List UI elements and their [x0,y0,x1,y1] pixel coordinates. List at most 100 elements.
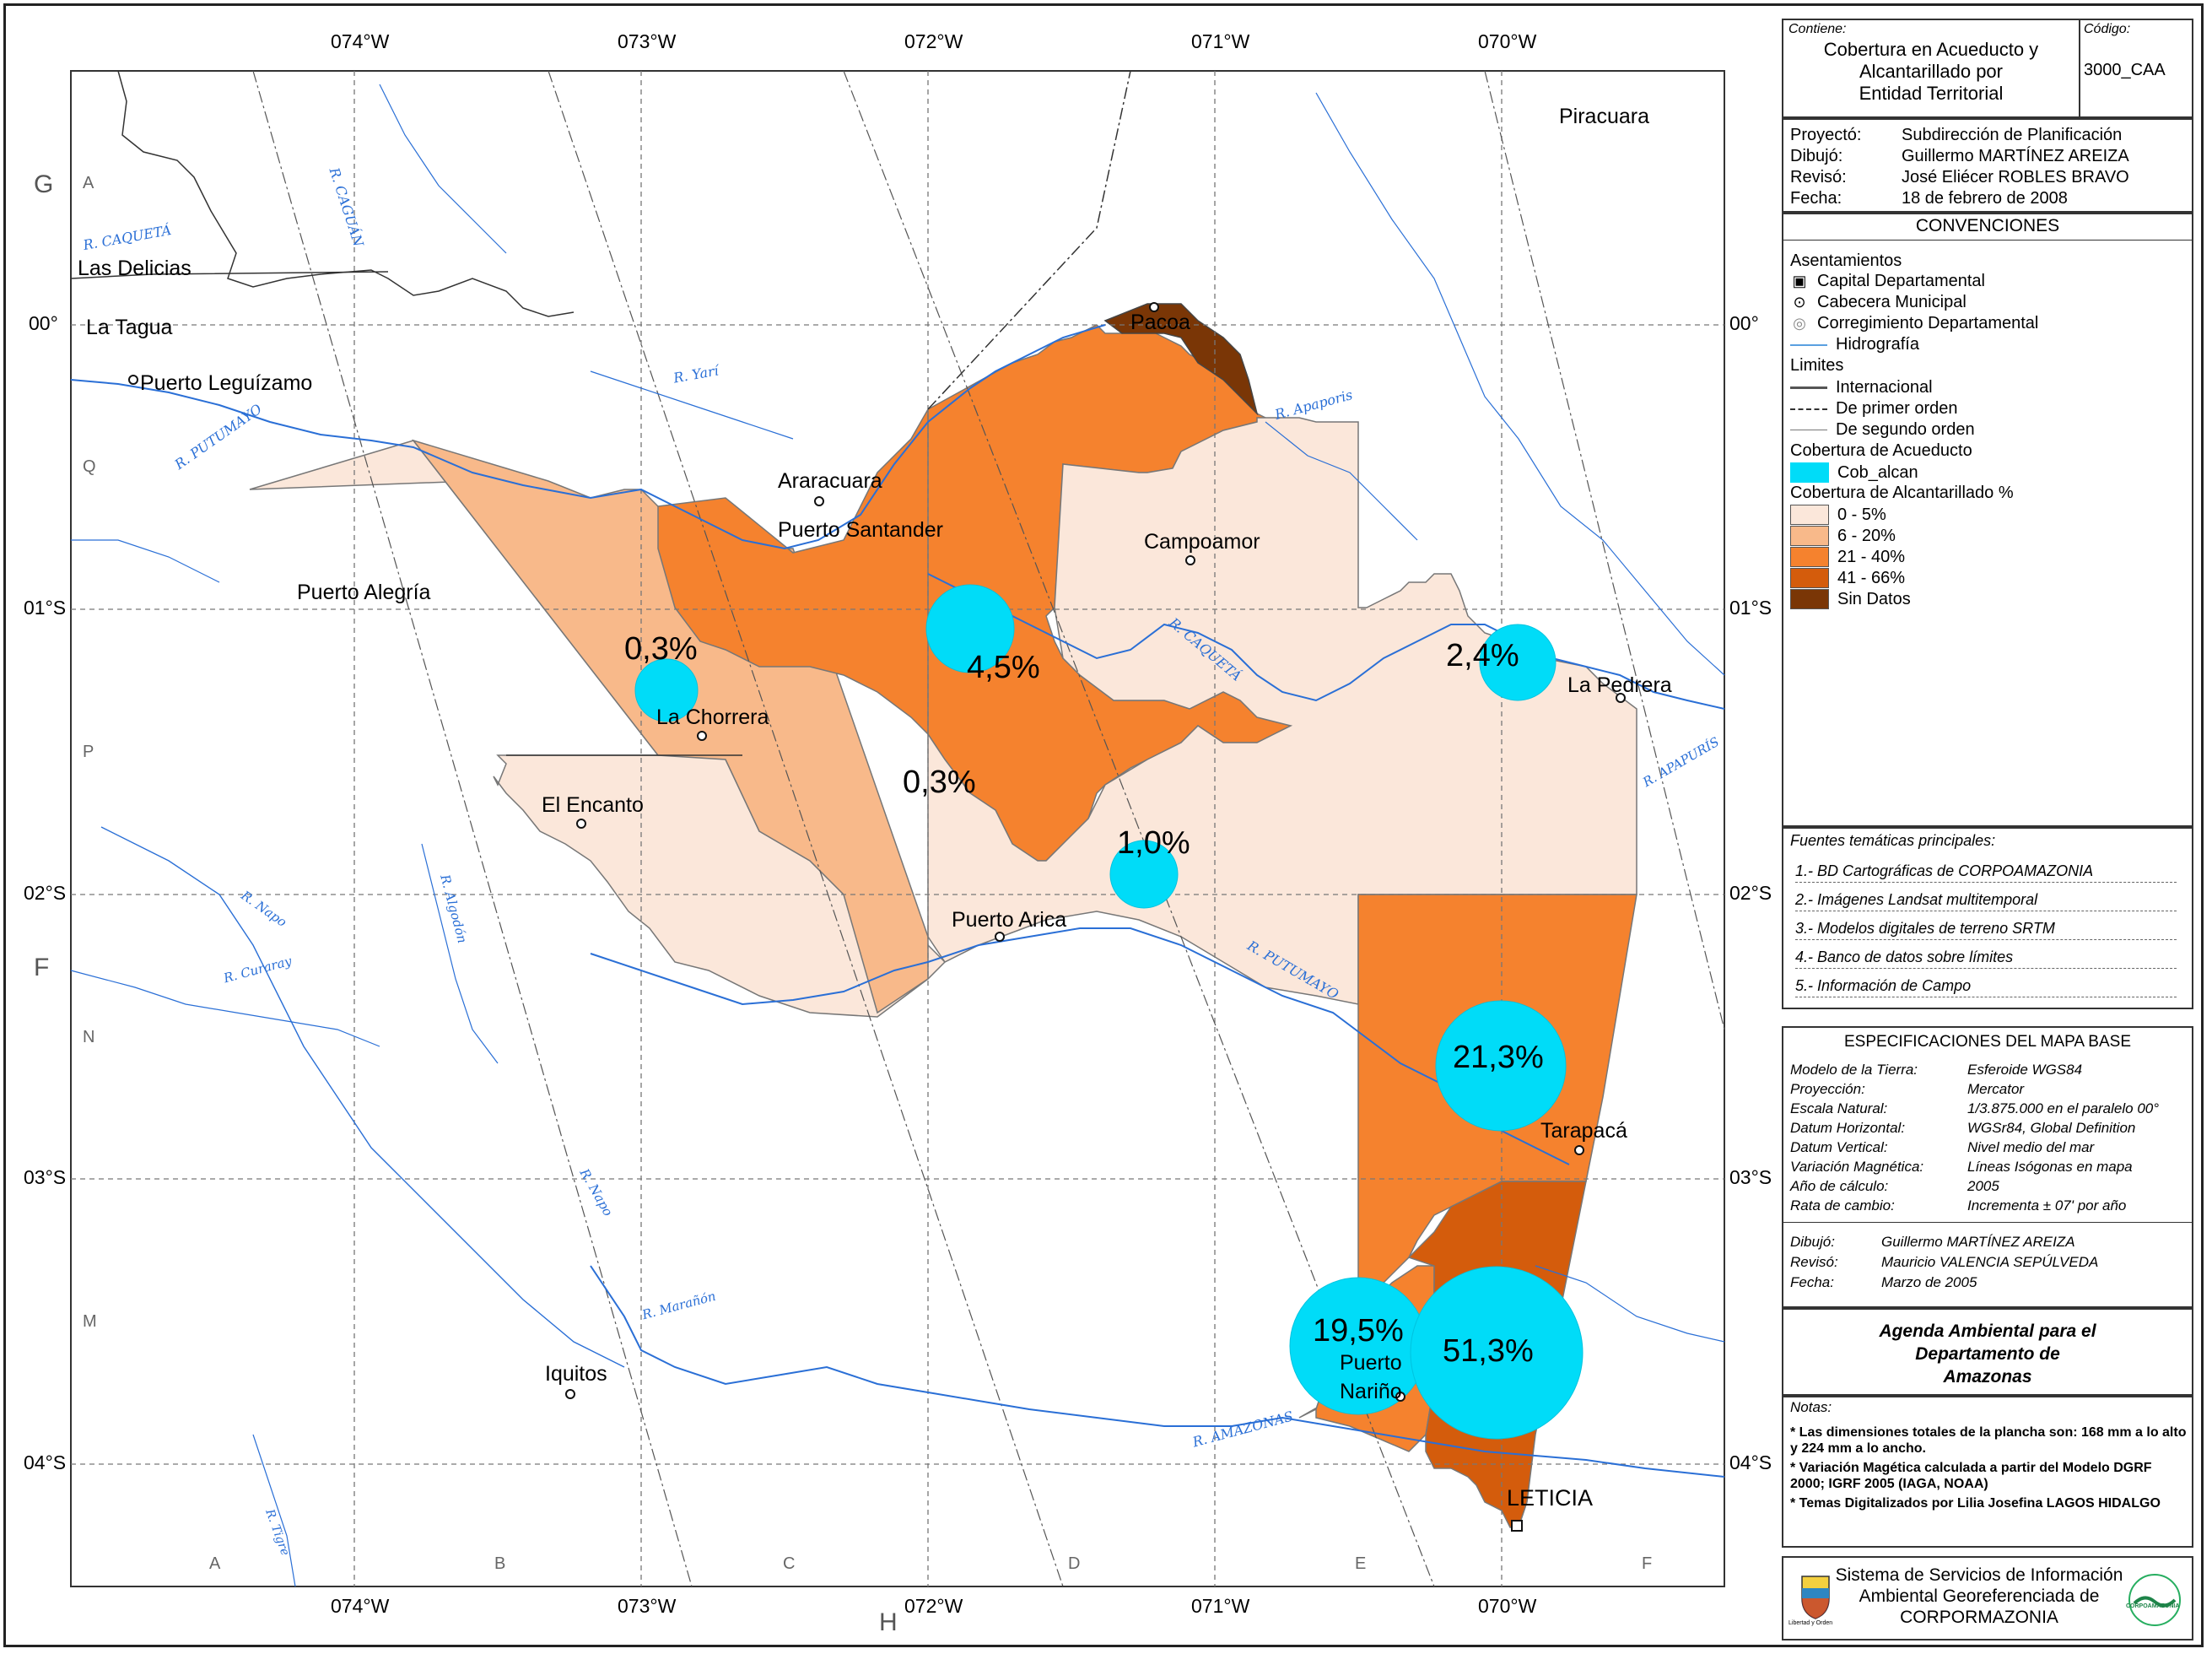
coverage-label: 21,3% [1453,1040,1544,1075]
legend-label: Cob_alcan [1837,462,1918,482]
lon-label-top: 070°W [1478,30,1537,52]
agenda-title: Agenda Ambiental para el Departamento de… [1783,1320,2192,1388]
capital-symbol-icon: ▣ [1792,273,1807,289]
place-label: El Encanto [542,793,644,817]
note-item: * Variación Magética calculada a partir … [1790,1461,2152,1491]
spec-row: Escala Natural: 1/3.875.000 en el paralel… [1790,1100,2159,1117]
legend-acueducto-title: Cobertura de Acueducto [1790,441,1972,461]
lon-label-bottom: 073°W [618,1595,677,1617]
lon-label-bottom: 074°W [331,1595,390,1617]
spec-key: Rata de cambio: [1790,1197,1895,1213]
footer-line: CORPORMAZONIA [1900,1608,2058,1627]
spec-value: Incrementa ± 07' por año [1967,1197,2127,1213]
circle-la-chorrera [634,658,699,722]
spec-row: Datum Vertical: Nivel medio del mar [1790,1139,2094,1156]
place-label: Puerto Nariño [1340,1351,1402,1403]
legend-internacional: Internacional [1790,378,1933,397]
sources-title: Fuentes temáticas principales: [1790,832,1996,849]
swatch [1790,589,1829,609]
spec-row: Modelo de la Tierra: Esferoide WGS84 [1790,1062,2082,1078]
swatch [1790,568,1829,588]
credit-key: Dibujó: [1790,147,1843,165]
credits-values: Subdirección de Planificación Guillermo … [1902,125,2129,209]
spec-credit-row: Fecha: Marzo de 2005 [1790,1274,1977,1291]
lon-label-bottom: 071°W [1191,1595,1250,1617]
lat-label-right: 01°S [1729,597,1772,619]
hydro-line-icon [1790,343,1827,346]
grid-row-letter: M [83,1312,97,1331]
credit-value: José Eliécer ROBLES BRAVO [1902,168,2129,186]
map-title-line: Entidad Territorial [1859,83,2004,104]
note-item: * Temas Digitalizados por Lilia Josefina… [1790,1496,2161,1511]
spec-row: Datum Horizontal: WGSr84, Global Definiti… [1790,1120,2135,1137]
divider [1783,1222,2192,1223]
legend-class: 6 - 20% [1790,526,1896,546]
grid-col-letter: B [494,1554,506,1573]
spec-value: Mercator [1967,1081,2025,1097]
legend-label: Capital Departamental [1817,272,1985,290]
source-item: 1.- BD Cartográficas de CORPOAMAZONIA [1795,862,2177,883]
spec-row: Rata de cambio: Incrementa ± 07' por año [1790,1197,2126,1214]
spec-row: Variación Magnética: Líneas Isógonas en m… [1790,1159,2133,1176]
footer-line: Sistema de Servicios de Información [1835,1565,2123,1585]
place-label: Pacoa [1130,311,1190,334]
colombia-motto: Libertad y Orden [1788,1620,1833,1626]
credit-value: Subdirección de Planificación [1902,126,2123,144]
lon-label-top: 071°W [1191,30,1250,52]
place-label: La Tagua [86,316,173,339]
note-text: Las dimensiones totales de la plancha so… [1790,1425,2187,1456]
coverage-label: 51,3% [1443,1333,1534,1369]
legend-cob-alcan: Cob_alcan [1790,462,1918,483]
cabecera-symbol-icon: ⊙ [1793,294,1806,311]
spec-key: Variación Magnética: [1790,1159,1924,1175]
spec-value: Mauricio VALENCIA SEPÚLVEDA [1881,1254,2099,1270]
spec-row: Proyección: Mercator [1790,1081,2024,1098]
footer-title: Sistema de Servicios de Información Ambi… [1834,1565,2124,1628]
legend-label: Corregimiento Departamental [1817,314,2039,332]
legend-label: 0 - 5% [1837,505,1886,524]
credit-key: Fecha: [1790,189,1842,208]
footer-line: Ambiental Georeferenciada de [1859,1586,2100,1606]
specs-title: ESPECIFICACIONES DEL MAPA BASE [1844,1033,2131,1051]
legend-label: Limites [1790,356,1844,375]
circle-la-pedrera [1479,624,1556,701]
swatch [1790,505,1829,525]
grid-row-letter: A [83,174,94,192]
credit-key: Revisó: [1790,168,1847,186]
grid-col-letter: D [1068,1554,1081,1573]
legend-label: 21 - 40% [1837,547,1906,566]
corpoamazonia-logo-icon: CORPOAMAZONIA [2124,1570,2185,1630]
spec-key: Dibujó: [1790,1234,1835,1250]
lat-label-left: 01°S [24,597,67,619]
map-title-line: Cobertura en Acueducto y [1823,39,2039,60]
note-text: Temas Digitalizados por Lilia Josefina L… [1799,1496,2161,1511]
notes-panel: Notas: * Las dimensiones totales de la p… [1782,1396,2193,1548]
circle-tarapaca [1435,1000,1567,1132]
note-text: Variación Magética calculada a partir de… [1790,1461,2152,1491]
place-label: La Pedrera [1567,673,1672,697]
spec-key: Datum Horizontal: [1790,1120,1906,1136]
place-label: Puerto Arica [952,908,1067,932]
place-label: LETICIA [1507,1485,1594,1511]
legend-class: 21 - 40% [1790,547,1905,567]
legend-cabecera: ⊙ Cabecera Municipal [1790,293,1966,312]
place-label: Tarapacá [1540,1119,1627,1143]
coverage-label: 19,5% [1313,1313,1404,1349]
colombia-shield-icon: Libertad y Orden [1788,1570,1841,1630]
swatch [1790,462,1829,483]
corregimiento-symbol-icon: ◎ [1793,315,1806,332]
spec-value: Líneas Isógonas en mapa [1967,1159,2133,1175]
settlement-markers [128,302,1626,1532]
boundaries [70,70,1131,756]
legend-label: Sin Datos [1837,589,1911,608]
credit-value: 18 de febrero de 2008 [1902,189,2068,208]
spec-key: Modelo de la Tierra: [1790,1062,1918,1078]
map-title: Cobertura en Acueducto y Alcantarillado … [1788,39,2074,105]
lat-label-left: 03°S [24,1166,67,1188]
place-label: Piracuara [1559,105,1649,128]
codigo-caption: Código: [2084,22,2131,36]
legend-corregimiento: ◎ Corregimiento Departamental [1790,314,2038,333]
notes-title: Notas: [1790,1399,1832,1415]
lon-label-bottom: 072°W [904,1595,963,1617]
international-line-icon [1790,386,1827,389]
